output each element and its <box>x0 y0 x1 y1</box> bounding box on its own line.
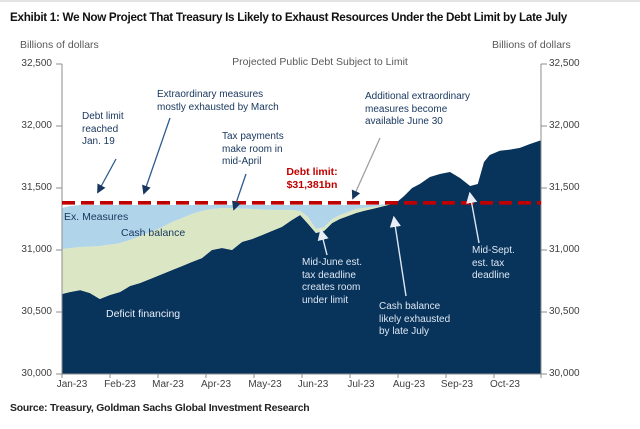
debt-limit-callout: Debt limit: $31,381bn <box>286 166 338 192</box>
x-tick: Jan-23 <box>56 379 88 390</box>
arrow-debt-limit-reached <box>97 158 117 194</box>
arrow-mid-sept <box>466 191 480 244</box>
y-axis-unit-right: Billions of dollars <box>492 39 571 51</box>
exhibit-title: Exhibit 1: We Now Project That Treasury … <box>10 11 568 24</box>
annotation-mid-june: Mid-June est. tax deadline creates room … <box>302 257 363 306</box>
x-tick: Jun-23 <box>297 379 329 390</box>
annotation-extraordinary-measures: Extraordinary measures mostly exhausted … <box>157 89 279 113</box>
y-tick-left: 32,500 <box>21 58 52 69</box>
area-deficit-financing <box>62 140 541 374</box>
y-tick-right: 31,500 <box>549 182 580 193</box>
x-tick: Apr-23 <box>200 379 231 390</box>
axes <box>56 63 547 378</box>
annotation-cash-exhausted: Cash balance likely exhausted by late Ju… <box>379 301 451 337</box>
annotation-additional-measures: Additional extraordinary measures become… <box>365 91 471 127</box>
x-tick: Mar-23 <box>152 379 184 390</box>
chart-title: Projected Public Debt Subject to Limit <box>232 56 408 68</box>
arrow-additional-measures <box>351 137 381 200</box>
y-tick-left: 30,000 <box>21 368 52 379</box>
ex-measures-label: Ex. Measures <box>64 211 129 223</box>
y-axis-unit-left: Billions of dollars <box>20 39 99 51</box>
y-tick-left: 32,000 <box>21 120 52 131</box>
x-tick: Jul-23 <box>347 379 375 390</box>
annotation-mid-sept: Mid-Sept. est. tax deadline <box>472 245 515 281</box>
y-tick-left: 31,500 <box>21 182 52 193</box>
y-tick-right: 30,500 <box>549 306 580 317</box>
cash-balance-label: Cash balance <box>121 227 186 239</box>
arrow-extraordinary-measures <box>142 117 171 195</box>
arrow-cash-exhausted <box>389 215 407 297</box>
annotation-arrows <box>97 117 480 297</box>
x-tick: Feb-23 <box>104 379 136 390</box>
area-ex-measures <box>62 203 396 249</box>
annotation-debt-limit-reached: Debt limit reached Jan. 19 <box>82 111 124 147</box>
deficit-financing-label: Deficit financing <box>106 308 181 320</box>
source-line: Source: Treasury, Goldman Sachs Global I… <box>10 403 310 414</box>
stacked-areas <box>62 140 541 374</box>
x-tick: Sep-23 <box>440 379 474 390</box>
x-tick: Aug-23 <box>392 379 426 390</box>
x-tick: May-23 <box>248 379 282 390</box>
area-cash-balance <box>62 203 396 299</box>
y-tick-left: 30,500 <box>21 306 52 317</box>
y-tick-right: 31,000 <box>549 244 580 255</box>
annotation-tax-payments: Tax payments make room in mid-April <box>222 131 284 167</box>
arrow-tax-payments <box>232 173 247 211</box>
y-tick-right: 32,500 <box>549 58 580 69</box>
y-tick-left: 31,000 <box>21 244 52 255</box>
y-tick-right: 30,000 <box>549 368 580 379</box>
y-tick-right: 32,000 <box>549 120 580 131</box>
x-tick: Oct-23 <box>489 379 520 390</box>
arrow-mid-june <box>317 228 329 256</box>
